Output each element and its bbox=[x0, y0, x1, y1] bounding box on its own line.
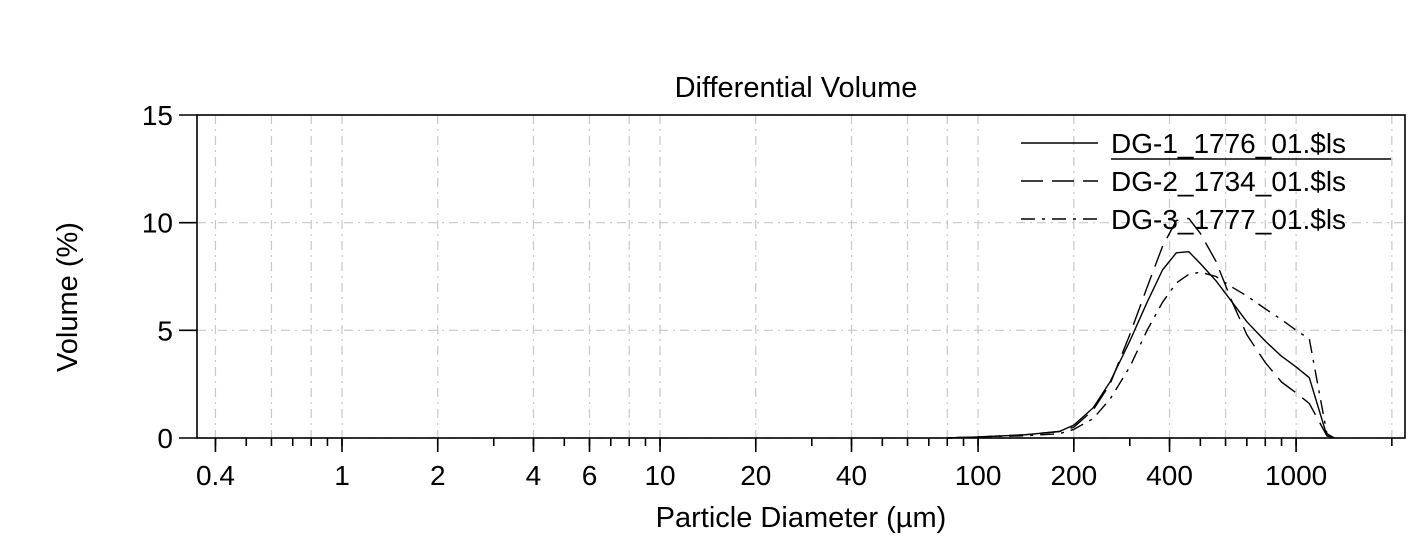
y-tick-label: 0 bbox=[157, 423, 173, 454]
y-axis-label: Volume (%) bbox=[52, 222, 84, 372]
x-axis-label: Particle Diameter (µm) bbox=[656, 502, 947, 534]
y-tick-label: 10 bbox=[142, 208, 173, 239]
legend: DG-1_1776_01.$ls DG-2_1734_01.$ls DG-3_177… bbox=[1021, 128, 1391, 235]
x-tick-label: 10 bbox=[644, 460, 675, 491]
series-line-2 bbox=[947, 217, 1335, 439]
legend-entry-2: DG-2_1734_01.$ls bbox=[1111, 166, 1346, 197]
grid-layer bbox=[197, 114, 1405, 439]
plot-frame bbox=[196, 114, 1406, 439]
chart-title: Differential Volume bbox=[675, 72, 918, 104]
x-tick-label: 6 bbox=[582, 460, 598, 491]
x-tick-label: 200 bbox=[1050, 460, 1097, 491]
x-tick-label: 0.4 bbox=[196, 460, 235, 491]
x-tick-label: 400 bbox=[1146, 460, 1193, 491]
x-tick-label: 1000 bbox=[1265, 460, 1327, 491]
x-tick-label: 2 bbox=[430, 460, 446, 491]
x-tick-label: 4 bbox=[526, 460, 542, 491]
series-line-3 bbox=[947, 271, 1335, 439]
series-layer bbox=[947, 217, 1335, 439]
x-tick-label: 1 bbox=[334, 460, 350, 491]
legend-entry-3: DG-3_1777_01.$ls bbox=[1111, 204, 1346, 235]
legend-entry-1: DG-1_1776_01.$ls bbox=[1111, 128, 1346, 159]
x-tick-label: 20 bbox=[740, 460, 771, 491]
series-line-1 bbox=[947, 250, 1335, 439]
x-tick-label: 100 bbox=[955, 460, 1002, 491]
tick-layer: 0.4 1 2 4 6 10 20 40 100 200 400 1000 0 5 10 15 bbox=[142, 100, 1393, 491]
x-tick-label: 40 bbox=[836, 460, 867, 491]
y-tick-label: 15 bbox=[142, 100, 173, 131]
y-tick-label: 5 bbox=[157, 315, 173, 346]
